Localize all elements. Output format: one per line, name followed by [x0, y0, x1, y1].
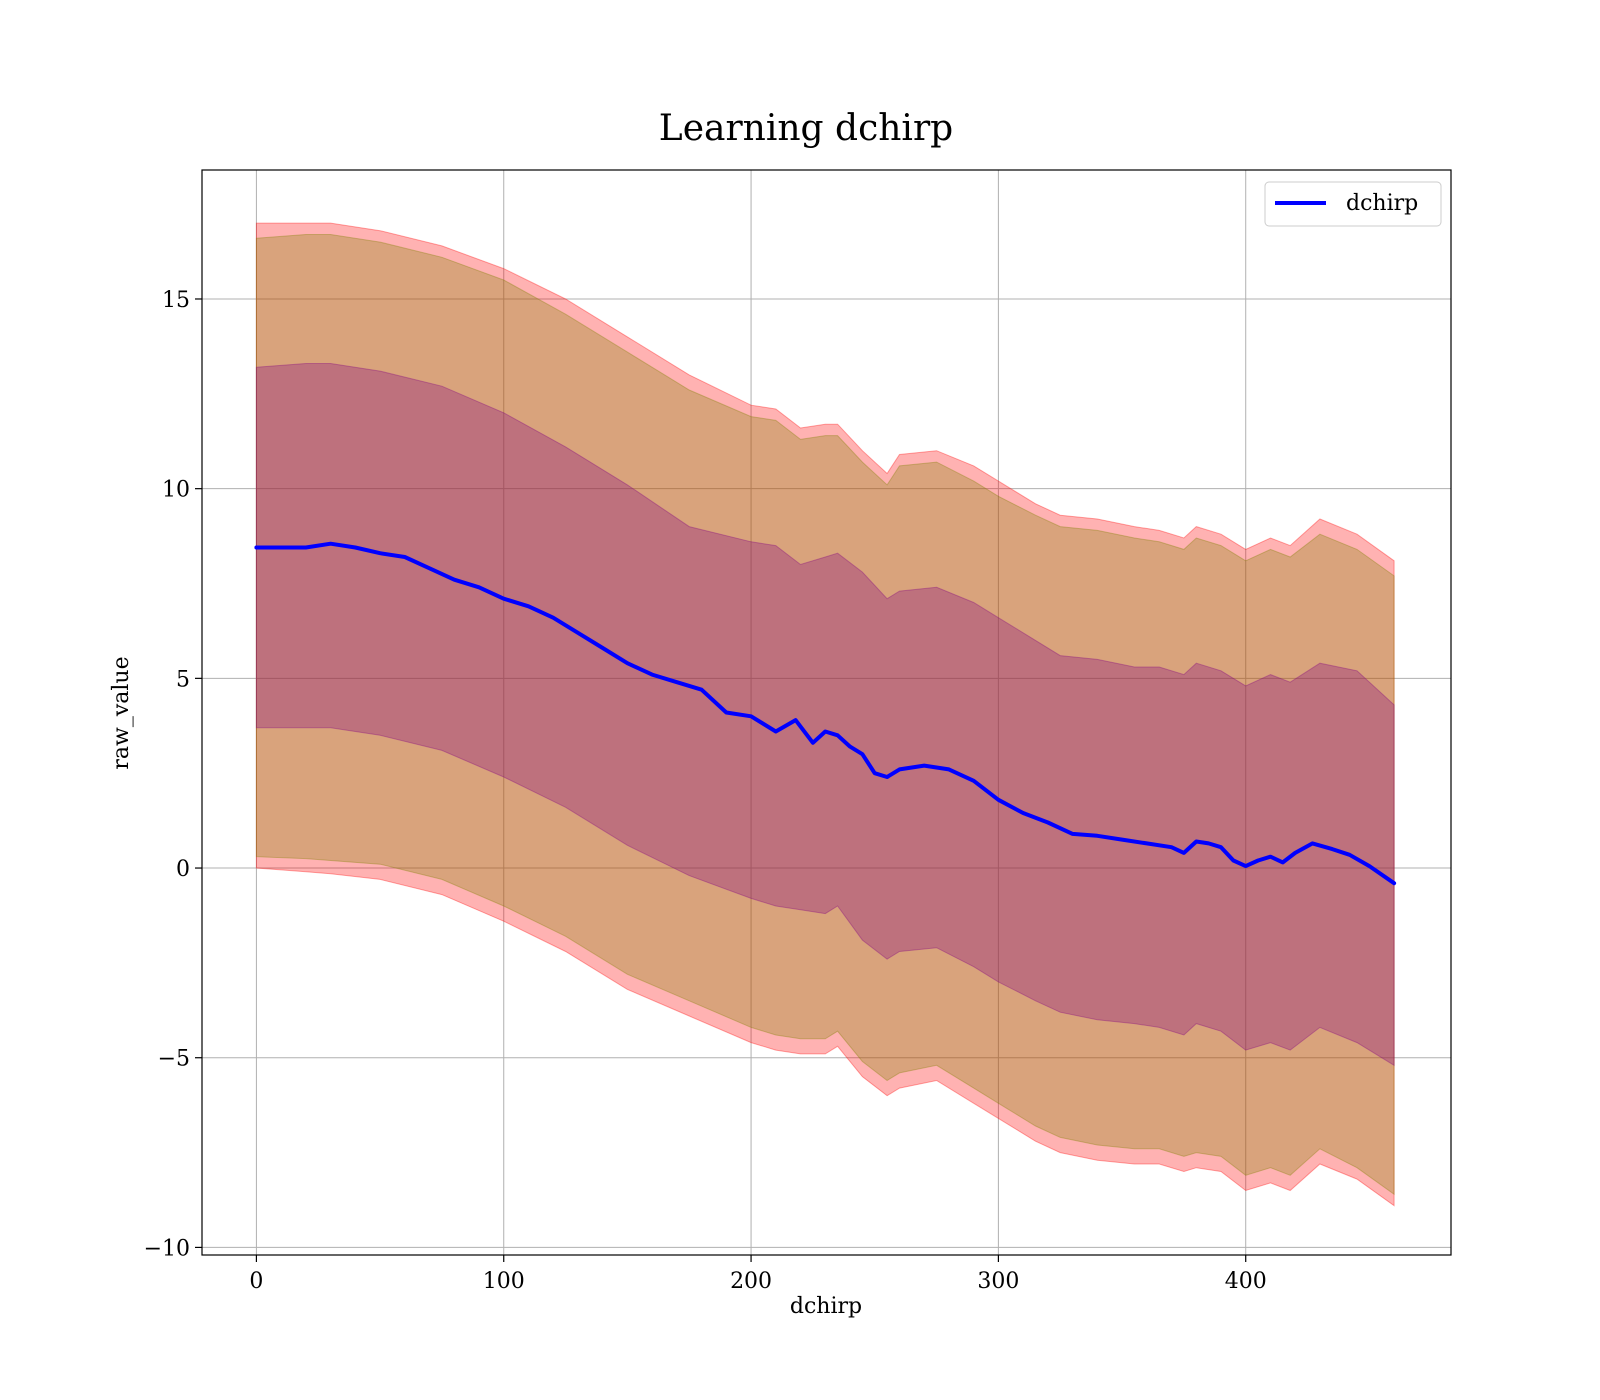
y-tick-label: 15 — [162, 288, 190, 313]
y-tick-label: 0 — [176, 857, 190, 882]
y-tick-label: −10 — [144, 1236, 190, 1261]
y-tick-label: −5 — [158, 1047, 190, 1072]
y-tick-label: 10 — [162, 478, 190, 503]
band-area-3 — [255, 363, 1395, 1067]
legend-label-dchirp: dchirp — [1346, 191, 1418, 216]
x-tick-label: 100 — [483, 1269, 525, 1294]
x-tick-label: 300 — [977, 1269, 1019, 1294]
plot-frame — [201, 169, 1452, 1256]
x-tick-label: 200 — [730, 1269, 772, 1294]
chart-title: Learning dchirp — [659, 108, 953, 149]
band-layer — [255, 222, 1395, 1207]
x-axis-ticks: 0 100 200 300 400 — [249, 1255, 1267, 1294]
legend: dchirp — [1264, 181, 1442, 227]
band-area-2 — [255, 234, 1395, 1196]
series-layer — [254, 541, 1397, 886]
band-area-1 — [255, 222, 1395, 1207]
x-tick-label: 400 — [1225, 1269, 1267, 1294]
y-axis-label: raw_value — [109, 656, 134, 769]
grid-layer — [202, 170, 1451, 1255]
x-axis-label: dchirp — [790, 1294, 862, 1319]
series-line-dchirp — [254, 541, 1397, 886]
x-tick-label: 0 — [249, 1269, 263, 1294]
y-axis-ticks: −10 −5 0 5 10 15 — [144, 288, 202, 1261]
legend-box — [1264, 181, 1442, 227]
y-tick-label: 5 — [176, 667, 190, 692]
